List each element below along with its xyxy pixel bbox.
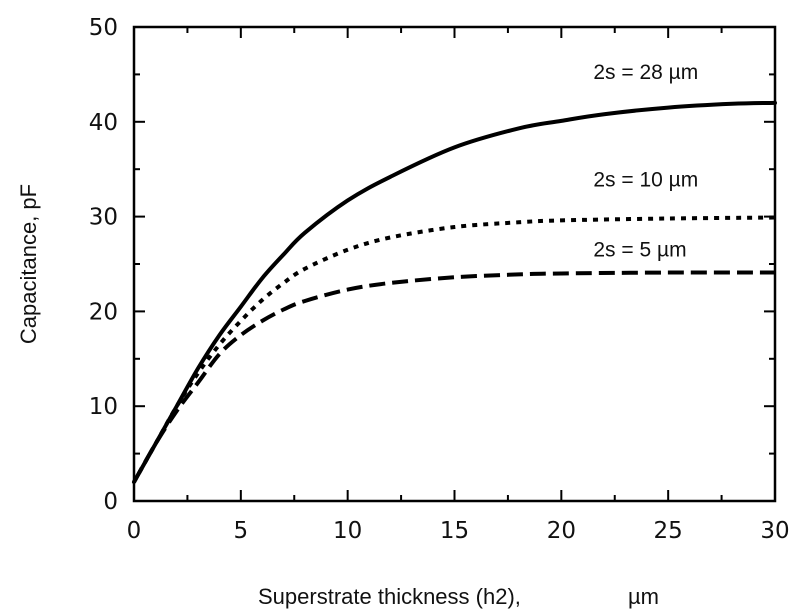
plot-frame bbox=[132, 25, 777, 503]
x-tick-label: 0 bbox=[127, 518, 142, 544]
ticks bbox=[133, 26, 776, 502]
y-tick-label: 20 bbox=[89, 299, 118, 325]
tick-labels: 0 5 10 15 20 25 30 0 10 20 30 40 50 bbox=[89, 15, 790, 544]
y-tick-label: 30 bbox=[89, 205, 118, 231]
y-axis-label: Capacitance, pF bbox=[16, 184, 41, 344]
x-tick-label: 15 bbox=[440, 518, 469, 544]
series-group bbox=[132, 100, 777, 485]
y-tick-label: 50 bbox=[89, 15, 118, 41]
series-annotation: 2s = 5 µm bbox=[593, 238, 686, 261]
y-tick-label: 40 bbox=[89, 110, 118, 136]
x-tick-label: 25 bbox=[654, 518, 683, 544]
y-tick-label: 10 bbox=[89, 394, 118, 420]
x-axis-unit: µm bbox=[628, 584, 659, 609]
x-tick-label: 20 bbox=[547, 518, 576, 544]
series-line-solid bbox=[132, 100, 777, 485]
x-tick-label: 10 bbox=[333, 518, 362, 544]
series-annotation: 2s = 10 µm bbox=[593, 168, 698, 191]
x-tick-label: 5 bbox=[234, 518, 249, 544]
x-axis-label: Superstrate thickness (h2), bbox=[258, 584, 521, 609]
series-line-dotted bbox=[132, 215, 776, 484]
x-tick-label: 30 bbox=[760, 518, 789, 544]
series-line-dashed bbox=[132, 270, 776, 484]
y-tick-label: 0 bbox=[103, 489, 118, 515]
series-annotation: 2s = 28 µm bbox=[593, 61, 698, 84]
annotations: 2s = 28 µm 2s = 10 µm 2s = 5 µm bbox=[593, 61, 698, 261]
